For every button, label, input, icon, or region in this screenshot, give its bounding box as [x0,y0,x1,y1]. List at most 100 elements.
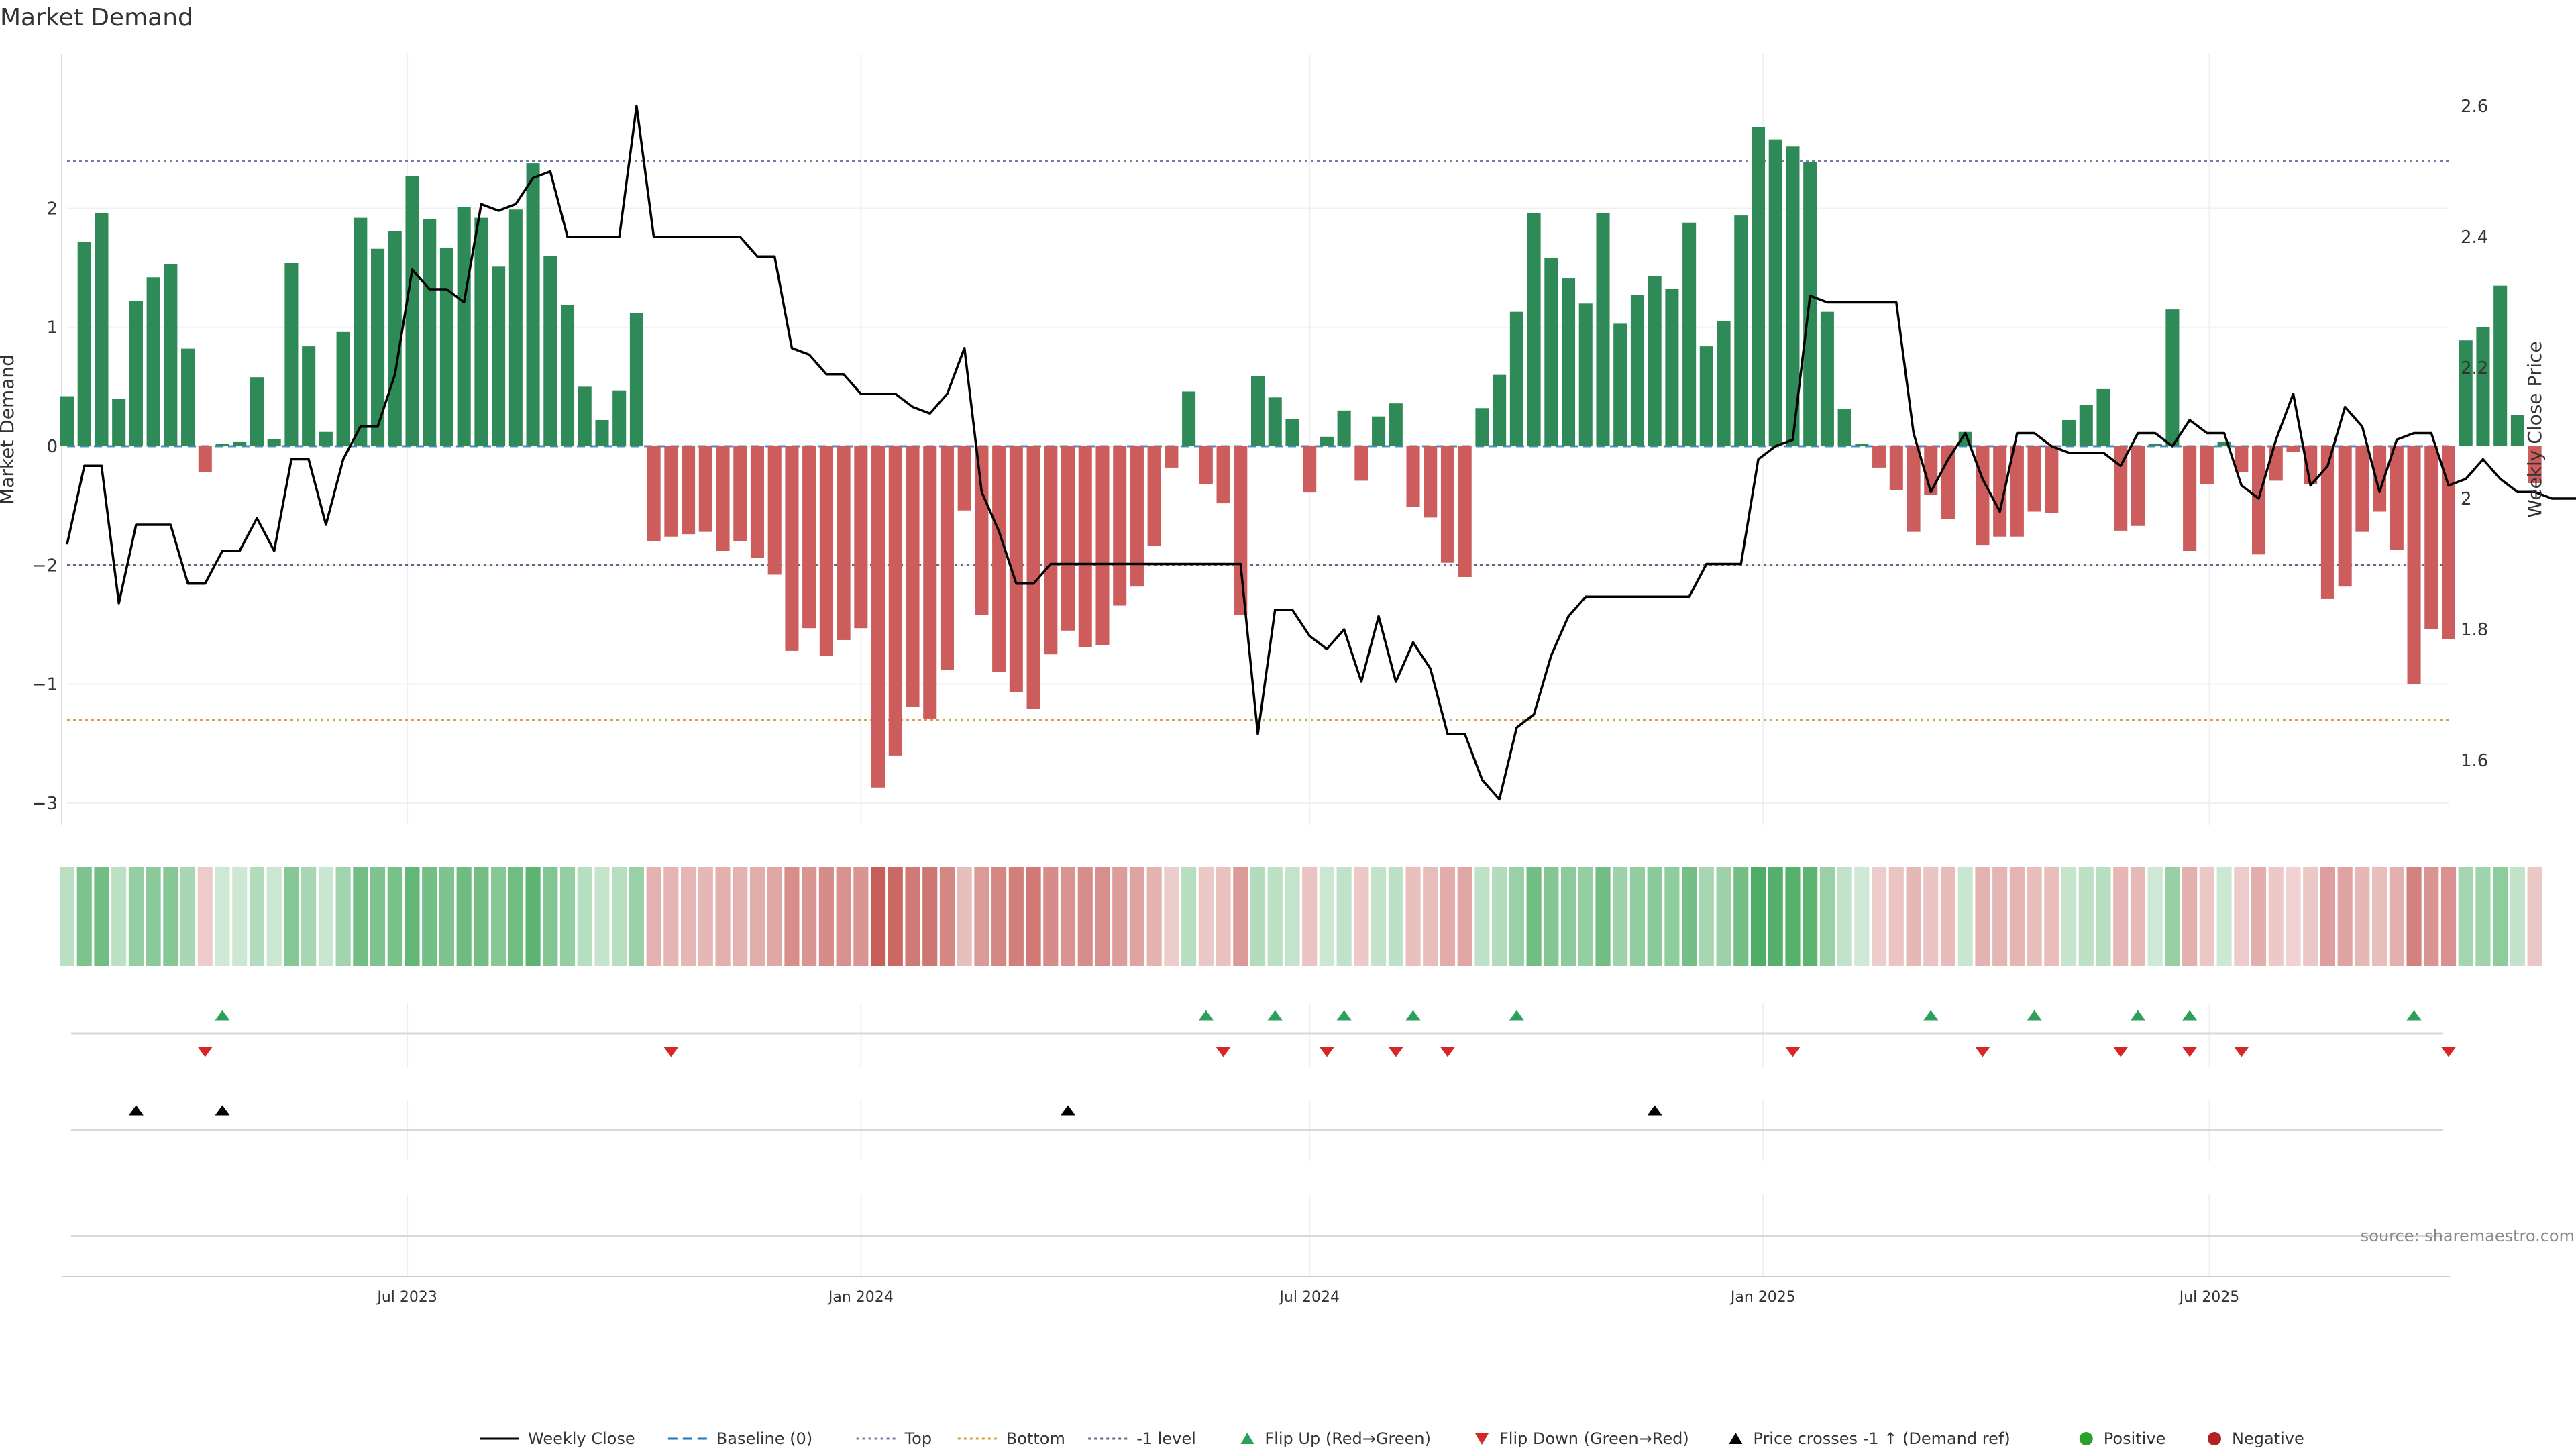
heat-strip-cell [1423,867,1438,966]
y-tick-label: 0 [46,437,58,457]
negative-demand-bar [1924,446,1938,495]
negative-demand-bar [871,446,885,788]
positive-demand-bar [1372,416,1386,446]
heat-strip-cell [318,867,333,966]
heat-strip-cell [59,867,75,966]
legend-label: Flip Down (Green→Red) [1499,1429,1689,1448]
heat-strip-cell [577,867,592,966]
heat-strip-cell [284,867,299,966]
heat-strip-cell [1457,867,1472,966]
heat-strip-cell [1613,867,1628,966]
x-tick-labels: Jul 2023 Jan 2024 Jul 2024 Jan 2025 Jul 2025 [376,1289,2239,1306]
heat-strip-cell [439,867,455,966]
y2-tick-label: 1.6 [2461,751,2488,771]
heat-strip-cell [1629,867,1646,966]
positive-demand-bar [457,207,471,446]
heat-strip-cell [1267,867,1283,966]
negative-demand-bar [1440,446,1455,563]
heat-strip-cell [1285,867,1300,966]
y2-tick-label: 2.6 [2461,97,2488,117]
heat-strip-cell [456,867,472,966]
heat-strip-cell [957,867,972,966]
y-tick-label: 1 [46,318,58,338]
negative-demand-bar [1993,446,2007,537]
heat-strip-cell [1733,867,1749,966]
heat-strip-cell [1750,867,1766,966]
negative-demand-bar [1424,446,1438,518]
heat-strip-cell [1388,867,1403,966]
y-tick-label: −3 [32,794,58,814]
positive-demand-bar [129,301,143,446]
negative-demand-bar [767,446,782,575]
heat-strip-cell [422,867,437,966]
heat-strip-cell [2113,867,2129,966]
positive-demand-bar [284,263,299,446]
positive-demand-bar [233,441,247,446]
negative-demand-bar [1113,446,1127,606]
positive-demand-bar [1596,213,1610,446]
negative-demand-bar [957,446,971,511]
heat-strip-cell [2096,867,2111,966]
legend-label: Bottom [1006,1429,1065,1448]
flip-up-marker [1509,1010,1524,1021]
flip-up-marker [215,1010,230,1021]
negative-demand-bar [1234,446,1248,615]
heat-strip-cell [784,867,800,966]
positive-demand-bar [354,217,368,446]
heat-strip-cell [2061,867,2077,966]
heat-strip-cell [1077,867,1093,966]
heat-strip-cell [543,867,558,966]
positive-demand-bar [1786,146,1800,447]
negative-demand-bar [2390,446,2404,550]
positive-demand-bar [1837,409,1851,446]
dot-icon [2208,1432,2221,1445]
heat-strip-cell [1509,867,1524,966]
heat-strip-cell [1302,867,1318,966]
heat-strip-cell [2440,867,2457,966]
positive-demand-bar [526,163,540,446]
price-cross-marker [128,1105,144,1116]
negative-demand-bar [733,446,747,541]
heat-strip-cell [1146,867,1162,966]
demand-bars [60,127,2542,788]
heat-strip-cell [1716,867,1731,966]
negative-demand-bar [975,446,989,615]
positive-demand-bar [1562,278,1576,446]
heat-strip-cell [2527,867,2542,966]
flip-up-marker [1405,1010,1421,1021]
right-y-tick-labels: 2.6 2.4 2.2 2 1.8 1.6 [2461,97,2488,771]
positive-demand-bar [508,209,523,446]
heat-strip-cell [1595,867,1611,966]
positive-demand-bar [1268,397,1282,446]
heat-strip-cell [1819,867,1835,966]
negative-demand-bar [785,446,799,651]
heat-strip-cell [1112,867,1128,966]
negative-demand-bar [1026,446,1040,709]
positive-demand-bar [267,439,281,446]
y2-tick-label: 2.4 [2461,227,2488,248]
y-axis-label: Market Demand [0,354,18,505]
positive-demand-bar [595,420,609,446]
positive-demand-bar [1699,346,1713,446]
chart-title: Market Demand [0,4,193,32]
heat-strip-cell [491,867,506,966]
heat-strip-cell [353,867,368,966]
negative-demand-bar [716,446,730,551]
positive-demand-bar [302,346,316,446]
positive-demand-bar [60,396,74,446]
heat-strip-cell [232,867,248,966]
x-tick-label: Jan 2025 [1729,1289,1796,1306]
positive-demand-bar [2079,404,2093,446]
heat-strip-cell [1768,867,1783,966]
heat-strip-cell [1440,867,1456,966]
negative-demand-bar [1165,446,1179,468]
positive-demand-bar [1509,311,1523,446]
negative-demand-bar [1216,446,1230,504]
y2-axis-label: Weekly Close Price [2524,341,2546,517]
heat-strip-cell [1906,867,1921,966]
heat-strip-cell [939,867,955,966]
positive-demand-bar [423,219,437,446]
negative-demand-bar [819,446,833,656]
flip-down-marker [2113,1047,2129,1057]
